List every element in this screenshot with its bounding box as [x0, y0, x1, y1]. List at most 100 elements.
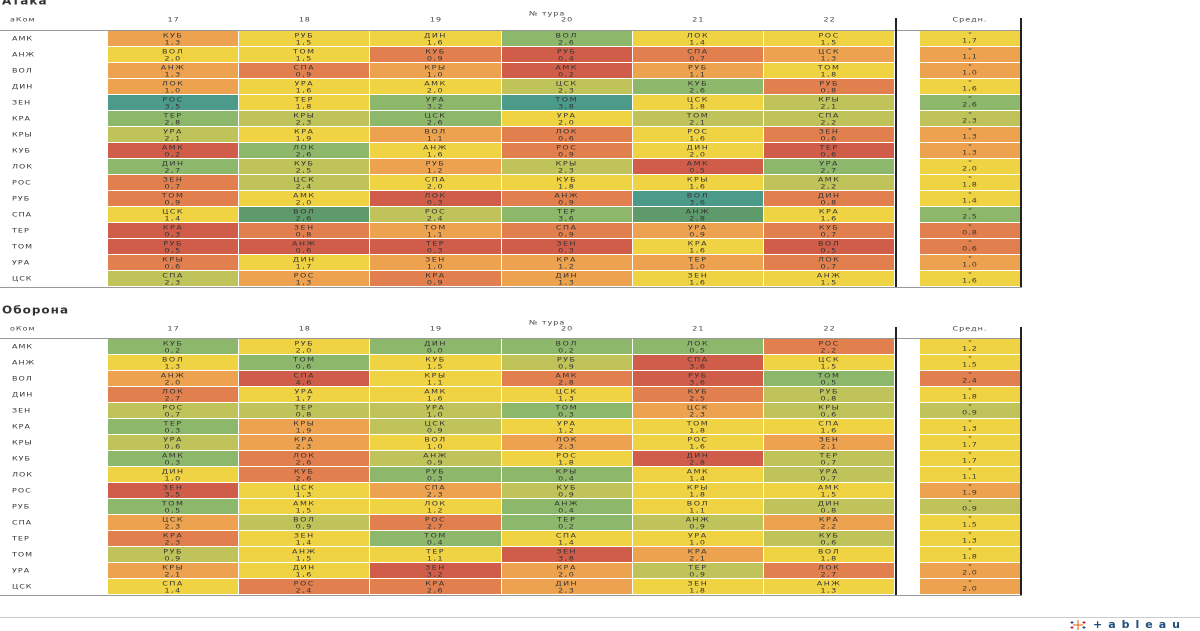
heat-cell[interactable]: ЦСК 2,3 [108, 515, 240, 531]
heat-cell[interactable]: СПА 2,3 [370, 483, 502, 499]
heat-cell[interactable]: КРЫ 1,9 [239, 419, 371, 435]
heat-cell[interactable]: УРА 0,9 [632, 223, 764, 239]
heat-cell[interactable]: СПА 2,3 [108, 271, 240, 287]
heat-cell[interactable]: ВОЛ 1,8 [764, 547, 896, 563]
heat-cell[interactable]: ЛОК 1,0 [108, 79, 240, 95]
heat-cell[interactable]: УРА 0,7 [764, 467, 896, 483]
heat-cell[interactable]: РУБ 0,4 [501, 47, 633, 63]
heat-cell[interactable]: АНЖ 2,8 [632, 207, 764, 223]
heat-cell[interactable]: ТОМ 1,5 [239, 47, 371, 63]
heat-cell[interactable]: ТЕР 0,9 [632, 563, 764, 579]
heat-cell[interactable]: ДИН 2,8 [632, 451, 764, 467]
heat-cell[interactable]: ЦСК 2,3 [632, 403, 764, 419]
heat-cell[interactable]: ЗЕН 2,1 [764, 435, 896, 451]
average-cell[interactable]: * 2,6 [920, 95, 1020, 111]
heat-cell[interactable]: АНЖ 1,6 [370, 143, 502, 159]
heat-cell[interactable]: КРА 0,3 [108, 223, 240, 239]
heat-cell[interactable]: ВОЛ 1,3 [108, 355, 240, 371]
heat-cell[interactable]: ДИН 2,3 [501, 579, 633, 595]
average-cell[interactable]: * 0,8 [920, 223, 1020, 239]
heat-cell[interactable]: АМК 0,3 [108, 451, 240, 467]
heat-cell[interactable]: РУБ 1,5 [239, 31, 371, 47]
heat-cell[interactable]: КРА 1,6 [632, 239, 764, 255]
heat-cell[interactable]: РОС 1,3 [239, 271, 371, 287]
average-cell[interactable]: * 1,1 [920, 47, 1020, 63]
heat-cell[interactable]: СПА 4,6 [239, 371, 371, 387]
average-cell[interactable]: * 0,9 [920, 403, 1020, 419]
heat-cell[interactable]: ЗЕН 1,0 [370, 255, 502, 271]
heat-cell[interactable]: РУБ 0,8 [764, 79, 896, 95]
heat-cell[interactable]: УРА 1,7 [239, 387, 371, 403]
heat-cell[interactable]: ЛОК 2,7 [764, 563, 896, 579]
heat-cell[interactable]: АМК 2,2 [764, 175, 896, 191]
heat-cell[interactable]: КРА 2,6 [370, 579, 502, 595]
average-cell[interactable]: * 1,7 [920, 435, 1020, 451]
heat-cell[interactable]: КРА 2,3 [239, 435, 371, 451]
heat-cell[interactable]: КРЫ 0,6 [764, 403, 896, 419]
heat-cell[interactable]: РОС 0,7 [108, 403, 240, 419]
heat-cell[interactable]: ВОЛ 2,6 [239, 207, 371, 223]
heat-cell[interactable]: АМК 2,0 [370, 79, 502, 95]
heat-cell[interactable]: ЗЕН 0,6 [764, 127, 896, 143]
heat-cell[interactable]: РОС 2,4 [239, 579, 371, 595]
heat-cell[interactable]: АМК 1,6 [370, 387, 502, 403]
heat-cell[interactable]: ЛОК 1,4 [632, 31, 764, 47]
heat-cell[interactable]: РОС 2,2 [764, 339, 896, 355]
average-cell[interactable]: * 2,0 [920, 159, 1020, 175]
heat-cell[interactable]: ТЕР 0,2 [501, 515, 633, 531]
heat-cell[interactable]: КРА 1,9 [239, 127, 371, 143]
heat-cell[interactable]: АНЖ 0,9 [370, 451, 502, 467]
heat-cell[interactable]: РОС 1,6 [632, 127, 764, 143]
average-cell[interactable]: * 0,6 [920, 239, 1020, 255]
heat-cell[interactable]: ЦСК 2,4 [239, 175, 371, 191]
heat-cell[interactable]: ЦСК 2,3 [501, 79, 633, 95]
heat-cell[interactable]: КУБ 2,6 [239, 467, 371, 483]
heat-cell[interactable]: ДИН 2,7 [108, 159, 240, 175]
heat-cell[interactable]: КУБ 1,5 [370, 355, 502, 371]
heat-cell[interactable]: ДИН 0,8 [764, 499, 896, 515]
average-cell[interactable]: * 1,5 [920, 355, 1020, 371]
heat-cell[interactable]: УРА 2,1 [108, 127, 240, 143]
heat-cell[interactable]: КУБ 1,8 [501, 175, 633, 191]
heat-cell[interactable]: АНЖ 0,4 [501, 499, 633, 515]
heat-cell[interactable]: ВОЛ 1,1 [632, 499, 764, 515]
heat-cell[interactable]: ТОМ 1,8 [764, 63, 896, 79]
heat-cell[interactable]: АНЖ 0,9 [632, 515, 764, 531]
heat-cell[interactable]: КРА 2,2 [764, 515, 896, 531]
heat-cell[interactable]: ЗЕН 3,5 [108, 483, 240, 499]
heat-cell[interactable]: РУБ 1,2 [370, 159, 502, 175]
heat-cell[interactable]: ЛОК 2,6 [239, 143, 371, 159]
average-cell[interactable]: * 1,9 [920, 483, 1020, 499]
heat-cell[interactable]: КРА 2,3 [108, 531, 240, 547]
heat-cell[interactable]: ТЕР 0,7 [764, 451, 896, 467]
heat-cell[interactable]: РУБ 0,9 [501, 355, 633, 371]
heat-cell[interactable]: КУБ 2,5 [632, 387, 764, 403]
heat-cell[interactable]: РОС 2,7 [370, 515, 502, 531]
average-cell[interactable]: * 1,8 [920, 175, 1020, 191]
heat-cell[interactable]: УРА 2,7 [764, 159, 896, 175]
heat-cell[interactable]: РУБ 0,9 [108, 547, 240, 563]
heat-cell[interactable]: АНЖ 1,3 [108, 63, 240, 79]
heat-cell[interactable]: УРА 1,0 [632, 531, 764, 547]
heat-cell[interactable]: ДИН 1,6 [370, 31, 502, 47]
heat-cell[interactable]: ЛОК 0,3 [370, 191, 502, 207]
heat-cell[interactable]: КУБ 1,3 [108, 31, 240, 47]
average-cell[interactable]: * 1,0 [920, 255, 1020, 271]
average-cell[interactable]: * 2,3 [920, 111, 1020, 127]
heat-cell[interactable]: АМК 2,0 [239, 191, 371, 207]
heat-cell[interactable]: ТОМ 0,5 [108, 499, 240, 515]
heat-cell[interactable]: УРА 1,2 [501, 419, 633, 435]
heat-cell[interactable]: ТЕР 0,3 [108, 419, 240, 435]
average-cell[interactable]: * 1,0 [920, 63, 1020, 79]
tableau-brand[interactable]: +ableau [1069, 618, 1186, 631]
heat-cell[interactable]: ТОМ 0,5 [764, 371, 896, 387]
heat-cell[interactable]: СПА 1,4 [501, 531, 633, 547]
heat-cell[interactable]: ЗЕН 1,6 [632, 271, 764, 287]
average-cell[interactable]: * 1,5 [920, 515, 1020, 531]
heat-cell[interactable]: ЗЕН 1,8 [632, 579, 764, 595]
heat-cell[interactable]: ТОМ 0,6 [239, 355, 371, 371]
heat-cell[interactable]: АМК 0,2 [501, 63, 633, 79]
heat-cell[interactable]: УРА 3,2 [370, 95, 502, 111]
heat-cell[interactable]: КРА 1,2 [501, 255, 633, 271]
heat-cell[interactable]: ДИН 1,6 [239, 563, 371, 579]
